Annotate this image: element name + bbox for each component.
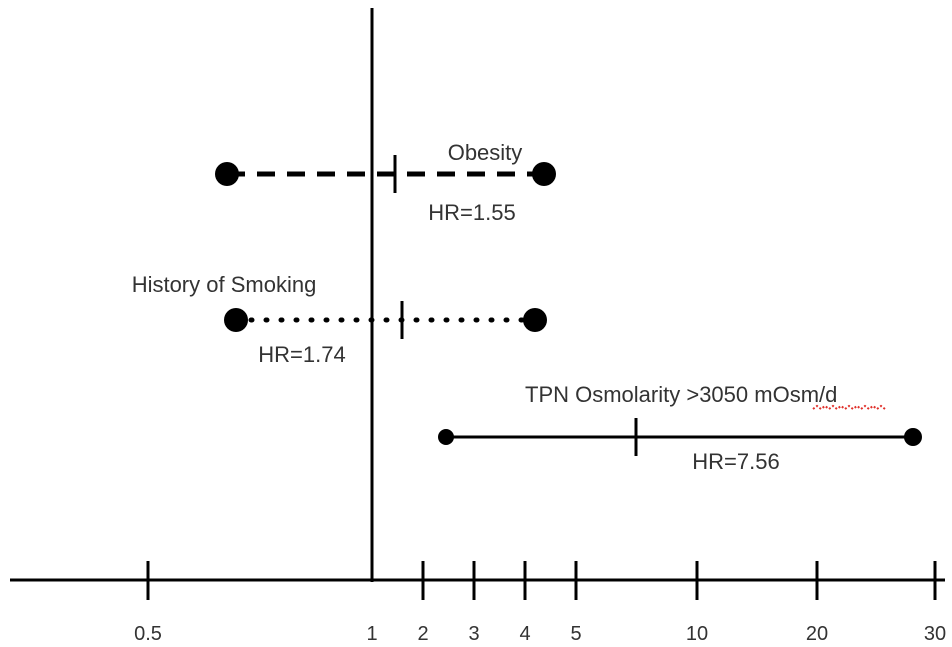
row-0: Obesity HR=1.55 bbox=[215, 140, 556, 225]
tick-label: 5 bbox=[570, 623, 581, 645]
ci-lower-point bbox=[215, 162, 239, 186]
series-name-label: History of Smoking bbox=[132, 272, 317, 297]
ci-lower-point bbox=[224, 308, 248, 332]
series-name-label: TPN Osmolarity >3050 mOsm/d bbox=[525, 382, 837, 407]
hazard-ratio-label: HR=7.56 bbox=[692, 449, 779, 474]
tick-label: 4 bbox=[519, 623, 530, 645]
tick-label: 1 bbox=[366, 623, 377, 645]
hazard-ratio-label: HR=1.74 bbox=[258, 342, 345, 367]
hazard-ratio-label: HR=1.55 bbox=[428, 200, 515, 225]
series-name-label: Obesity bbox=[448, 140, 523, 165]
tick-label: 20 bbox=[806, 623, 828, 645]
row-2: TPN Osmolarity >3050 mOsm/d HR=7.56 bbox=[438, 382, 922, 474]
tick-label: 2 bbox=[417, 623, 428, 645]
row-1: History of Smoking HR=1.74 bbox=[132, 272, 547, 367]
ci-upper-point bbox=[532, 162, 556, 186]
x-ticks: 0.5 1 2 3 4 5 10 20 30 bbox=[134, 561, 946, 645]
ci-lower-point bbox=[438, 429, 454, 445]
ci-upper-point bbox=[904, 428, 922, 446]
tick-label: 30 bbox=[924, 623, 946, 645]
tick-label: 10 bbox=[686, 623, 708, 645]
spellcheck-underline bbox=[812, 404, 886, 411]
ci-upper-point bbox=[523, 308, 547, 332]
tick-label: 3 bbox=[468, 623, 479, 645]
tick-label: 0.5 bbox=[134, 623, 162, 645]
hazard-ratio-rows: Obesity HR=1.55 History of Smoking HR=1.74 T… bbox=[132, 140, 922, 474]
